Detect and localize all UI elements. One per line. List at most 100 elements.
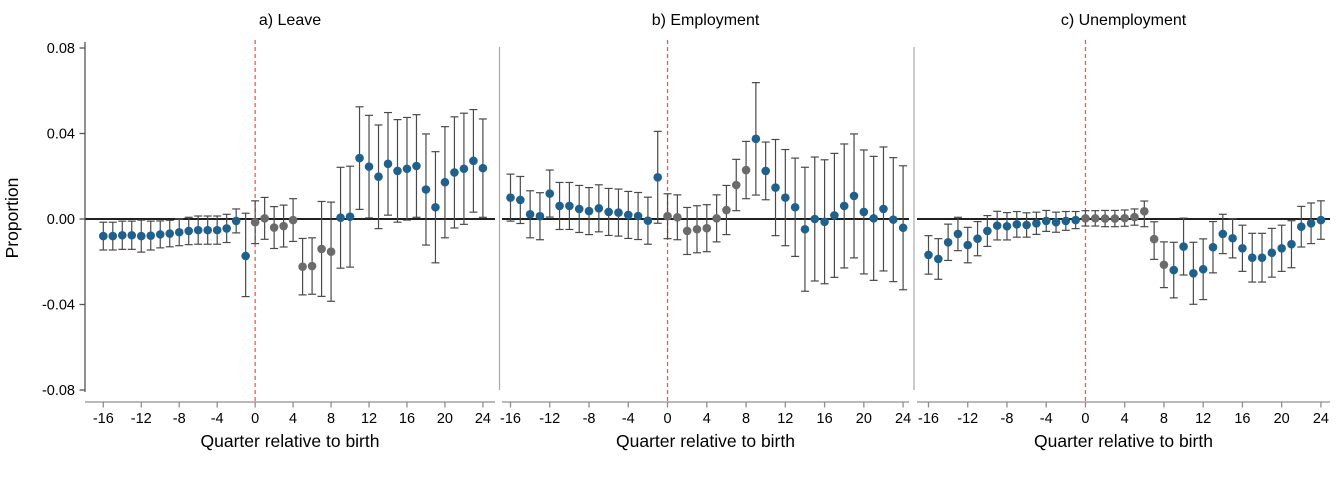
data-point bbox=[222, 224, 231, 233]
data-point bbox=[924, 250, 933, 260]
x-tick-label: 12 bbox=[1195, 411, 1211, 427]
data-point bbox=[364, 162, 374, 171]
data-point bbox=[810, 214, 820, 224]
x-tick-label: 12 bbox=[361, 411, 377, 427]
x-axis-title: Quarter relative to birth bbox=[616, 431, 795, 451]
x-tick-label: -8 bbox=[1001, 411, 1014, 427]
data-point bbox=[574, 204, 584, 214]
data-point bbox=[212, 225, 222, 235]
x-tick-label: 20 bbox=[1274, 411, 1290, 427]
data-point bbox=[260, 214, 269, 223]
data-point bbox=[623, 210, 633, 220]
data-point bbox=[1296, 222, 1306, 231]
data-point bbox=[269, 223, 279, 232]
x-tick-label: 4 bbox=[703, 411, 711, 427]
data-point bbox=[155, 230, 165, 239]
data-point bbox=[250, 217, 260, 227]
data-point bbox=[830, 211, 839, 220]
data-point bbox=[99, 231, 108, 241]
data-point bbox=[673, 212, 682, 222]
data-point bbox=[859, 207, 869, 217]
data-point bbox=[450, 168, 459, 177]
data-point bbox=[963, 240, 973, 250]
data-point bbox=[355, 153, 364, 163]
data-point bbox=[421, 185, 431, 194]
x-tick-label: -12 bbox=[539, 411, 560, 427]
x-tick-label: 24 bbox=[895, 411, 911, 427]
data-point bbox=[1061, 216, 1071, 226]
data-point bbox=[722, 205, 731, 215]
data-point bbox=[241, 251, 250, 261]
data-point bbox=[146, 231, 156, 240]
data-point bbox=[820, 217, 829, 227]
x-tick-label: 8 bbox=[742, 411, 750, 427]
data-point bbox=[934, 254, 943, 264]
data-point bbox=[741, 165, 751, 175]
data-point bbox=[983, 226, 992, 236]
data-point bbox=[1208, 242, 1218, 252]
data-point bbox=[535, 211, 545, 221]
data-point bbox=[761, 166, 770, 176]
y-tick-label: -0.04 bbox=[42, 298, 75, 314]
panel-title: b) Employment bbox=[652, 12, 760, 29]
panel-title: a) Leave bbox=[259, 12, 321, 29]
data-point bbox=[165, 229, 175, 238]
x-tick-label: 20 bbox=[437, 411, 453, 427]
data-point bbox=[412, 161, 421, 171]
data-point bbox=[336, 213, 345, 223]
data-point bbox=[478, 163, 488, 173]
data-point bbox=[307, 261, 317, 271]
data-point bbox=[1130, 212, 1139, 222]
data-point bbox=[1012, 220, 1022, 229]
data-point bbox=[973, 234, 982, 243]
data-point bbox=[1071, 215, 1080, 225]
x-axis-title: Quarter relative to birth bbox=[201, 431, 380, 451]
x-tick-label: -8 bbox=[173, 411, 186, 427]
x-tick-label: -16 bbox=[93, 411, 114, 427]
x-tick-label: 4 bbox=[289, 411, 297, 427]
data-point bbox=[1277, 243, 1286, 253]
data-point bbox=[800, 224, 810, 234]
x-tick-label: 16 bbox=[399, 411, 415, 427]
data-point bbox=[1051, 217, 1061, 227]
data-point bbox=[555, 201, 564, 211]
data-point bbox=[506, 193, 515, 202]
data-point bbox=[326, 247, 336, 257]
data-point bbox=[1100, 214, 1110, 223]
data-point bbox=[383, 159, 393, 169]
x-axis-title: Quarter relative to birth bbox=[1034, 431, 1213, 451]
data-point bbox=[653, 173, 663, 182]
x-tick-label: 16 bbox=[817, 411, 833, 427]
data-point bbox=[117, 230, 127, 240]
data-point bbox=[898, 223, 908, 233]
x-tick-label: -12 bbox=[131, 411, 152, 427]
data-point bbox=[663, 211, 672, 221]
data-point bbox=[298, 262, 307, 271]
data-point bbox=[1169, 265, 1179, 275]
data-point bbox=[712, 214, 721, 223]
data-point bbox=[136, 231, 146, 241]
data-point bbox=[1149, 234, 1159, 244]
data-point bbox=[879, 204, 888, 214]
data-point bbox=[1120, 213, 1129, 223]
y-tick-label: 0.00 bbox=[47, 212, 75, 228]
data-point bbox=[203, 225, 212, 235]
data-point bbox=[888, 215, 898, 224]
data-point bbox=[459, 164, 469, 174]
x-tick-label: 16 bbox=[1234, 411, 1250, 427]
data-point bbox=[943, 237, 953, 247]
x-tick-label: -16 bbox=[918, 411, 939, 427]
panel-title: c) Unemployment bbox=[1061, 12, 1187, 29]
data-point bbox=[431, 202, 440, 212]
data-point bbox=[565, 201, 574, 211]
data-point bbox=[231, 216, 241, 226]
data-point bbox=[692, 224, 702, 234]
data-point bbox=[1022, 220, 1031, 230]
data-point bbox=[702, 223, 712, 233]
x-tick-label: -12 bbox=[957, 411, 978, 427]
data-point bbox=[1218, 229, 1228, 239]
x-tick-label: 8 bbox=[327, 411, 335, 427]
data-point bbox=[393, 166, 402, 176]
data-point bbox=[279, 221, 288, 231]
